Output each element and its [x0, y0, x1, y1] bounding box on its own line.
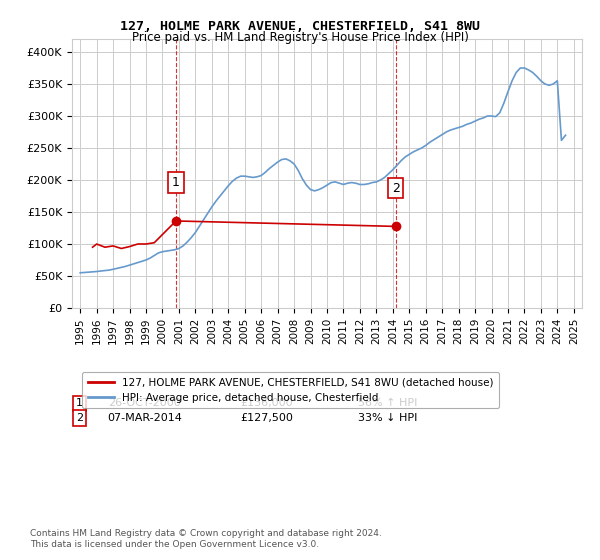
Text: 56% ↑ HPI: 56% ↑ HPI: [358, 398, 417, 408]
Text: 127, HOLME PARK AVENUE, CHESTERFIELD, S41 8WU: 127, HOLME PARK AVENUE, CHESTERFIELD, S4…: [120, 20, 480, 32]
Text: £136,000: £136,000: [240, 398, 293, 408]
Text: Price paid vs. HM Land Registry's House Price Index (HPI): Price paid vs. HM Land Registry's House …: [131, 31, 469, 44]
Text: Contains HM Land Registry data © Crown copyright and database right 2024.
This d: Contains HM Land Registry data © Crown c…: [30, 529, 382, 549]
Text: 1: 1: [172, 176, 180, 189]
Text: 26-OCT-2000: 26-OCT-2000: [108, 398, 181, 408]
Text: 07-MAR-2014: 07-MAR-2014: [108, 413, 182, 423]
Legend: 127, HOLME PARK AVENUE, CHESTERFIELD, S41 8WU (detached house), HPI: Average pri: 127, HOLME PARK AVENUE, CHESTERFIELD, S4…: [82, 372, 499, 408]
Text: 2: 2: [392, 181, 400, 194]
Text: 2: 2: [76, 413, 83, 423]
Text: 33% ↓ HPI: 33% ↓ HPI: [358, 413, 417, 423]
Text: £127,500: £127,500: [240, 413, 293, 423]
Text: 1: 1: [76, 398, 83, 408]
